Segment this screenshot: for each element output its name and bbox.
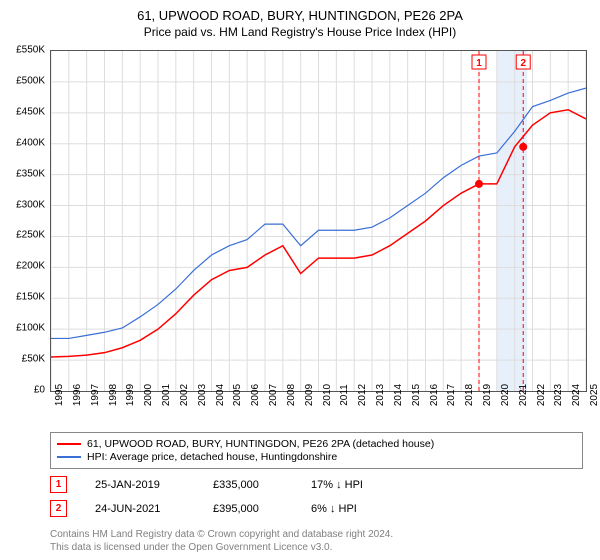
- xtick-label: 2025: [589, 384, 600, 406]
- ytick-label: £300K: [16, 199, 45, 210]
- ytick-label: £0: [34, 385, 45, 396]
- legend-box: 61, UPWOOD ROAD, BURY, HUNTINGDON, PE26 …: [50, 432, 583, 469]
- xtick-label: 2011: [339, 384, 350, 406]
- ytick-label: £450K: [16, 106, 45, 117]
- ytick-label: £50K: [22, 354, 45, 365]
- ytick-label: £200K: [16, 261, 45, 272]
- xtick-label: 2008: [286, 384, 297, 406]
- xtick-label: 2021: [518, 384, 529, 406]
- svg-text:1: 1: [476, 58, 482, 69]
- marker-pct: 17% ↓ HPI: [311, 479, 363, 491]
- xtick-label: 2019: [482, 384, 493, 406]
- chart-container: 61, UPWOOD ROAD, BURY, HUNTINGDON, PE26 …: [0, 0, 600, 560]
- legend-label: HPI: Average price, detached house, Hunt…: [87, 451, 337, 463]
- legend-item: HPI: Average price, detached house, Hunt…: [57, 451, 576, 463]
- legend-label: 61, UPWOOD ROAD, BURY, HUNTINGDON, PE26 …: [87, 438, 434, 450]
- svg-text:2: 2: [520, 58, 526, 69]
- ytick-label: £150K: [16, 292, 45, 303]
- legend-swatch: [57, 456, 81, 458]
- legend-swatch: [57, 443, 81, 445]
- marker-date: 24-JUN-2021: [95, 503, 185, 515]
- ytick-label: £550K: [16, 45, 45, 56]
- xtick-label: 2017: [446, 384, 457, 406]
- xtick-label: 2018: [464, 384, 475, 406]
- xtick-label: 2010: [322, 384, 333, 406]
- xtick-label: 2023: [553, 384, 564, 406]
- xtick-label: 2001: [161, 384, 172, 406]
- xtick-label: 1995: [54, 384, 65, 406]
- xtick-label: 2009: [304, 384, 315, 406]
- footer-text: Contains HM Land Registry data © Crown c…: [50, 528, 393, 554]
- xtick-label: 2014: [393, 384, 404, 406]
- xtick-label: 1998: [108, 384, 119, 406]
- xtick-label: 1996: [72, 384, 83, 406]
- ytick-label: £500K: [16, 75, 45, 86]
- down-arrow-icon: ↓: [336, 479, 342, 491]
- plot-area: 12: [50, 50, 587, 392]
- chart-title: 61, UPWOOD ROAD, BURY, HUNTINGDON, PE26 …: [0, 8, 600, 23]
- marker-price: £395,000: [213, 503, 283, 515]
- legend-item: 61, UPWOOD ROAD, BURY, HUNTINGDON, PE26 …: [57, 438, 576, 450]
- ytick-label: £100K: [16, 323, 45, 334]
- ytick-label: £250K: [16, 230, 45, 241]
- xtick-label: 2022: [536, 384, 547, 406]
- xtick-label: 1997: [90, 384, 101, 406]
- ytick-label: £400K: [16, 137, 45, 148]
- xtick-label: 2015: [411, 384, 422, 406]
- title-block: 61, UPWOOD ROAD, BURY, HUNTINGDON, PE26 …: [0, 0, 600, 39]
- xtick-label: 2020: [500, 384, 511, 406]
- xtick-label: 2000: [143, 384, 154, 406]
- marker-pct: 6% ↓ HPI: [311, 503, 357, 515]
- ytick-label: £350K: [16, 168, 45, 179]
- xtick-label: 2005: [232, 384, 243, 406]
- xtick-label: 2013: [375, 384, 386, 406]
- chart-subtitle: Price paid vs. HM Land Registry's House …: [0, 25, 600, 39]
- xtick-label: 2002: [179, 384, 190, 406]
- footer-line: Contains HM Land Registry data © Crown c…: [50, 528, 393, 541]
- marker-row: 2 24-JUN-2021 £395,000 6% ↓ HPI: [50, 500, 357, 517]
- xtick-label: 2004: [215, 384, 226, 406]
- xtick-label: 1999: [125, 384, 136, 406]
- marker-price: £335,000: [213, 479, 283, 491]
- marker-date: 25-JAN-2019: [95, 479, 185, 491]
- xtick-label: 2024: [571, 384, 582, 406]
- marker-badge: 1: [50, 476, 67, 493]
- marker-badge-text: 1: [56, 479, 62, 490]
- plot-svg: 12: [51, 51, 586, 391]
- marker-badge: 2: [50, 500, 67, 517]
- xtick-label: 2007: [268, 384, 279, 406]
- xtick-label: 2012: [357, 384, 368, 406]
- xtick-label: 2016: [429, 384, 440, 406]
- marker-badge-text: 2: [56, 503, 62, 514]
- footer-line: This data is licensed under the Open Gov…: [50, 541, 393, 554]
- down-arrow-icon: ↓: [330, 503, 336, 515]
- marker-row: 1 25-JAN-2019 £335,000 17% ↓ HPI: [50, 476, 363, 493]
- xtick-label: 2003: [197, 384, 208, 406]
- xtick-label: 2006: [250, 384, 261, 406]
